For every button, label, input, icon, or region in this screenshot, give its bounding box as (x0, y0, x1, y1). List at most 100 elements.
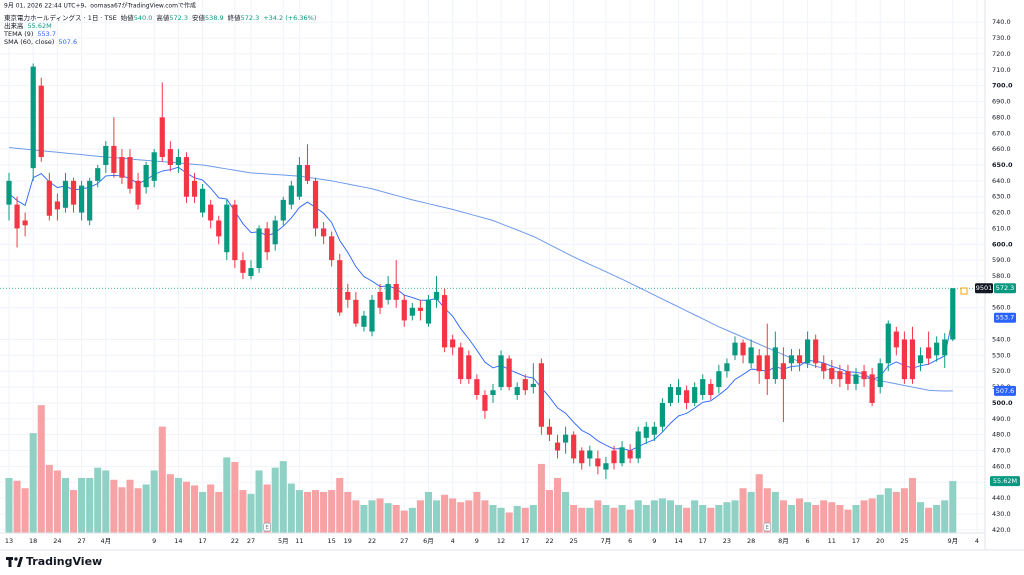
symbol-tag-bg (975, 283, 993, 294)
volume-bar (384, 503, 392, 533)
volume-bar (287, 483, 295, 533)
x-tick-label: 27 (400, 537, 408, 545)
volume-bar (473, 491, 481, 533)
alert-icon[interactable] (960, 287, 968, 295)
y-tick-label: 620.0 (992, 209, 1011, 217)
credit: 9月 01, 2026 22:44 UTC+9、oomasa67がTrading… (4, 2, 196, 10)
candle-body (337, 260, 343, 313)
volume-bar (126, 479, 134, 533)
y-tick-label: 640.0 (992, 177, 1011, 185)
volume-bar (844, 509, 852, 533)
volume-bar (336, 477, 344, 533)
x-tick-label: 24 (53, 537, 61, 545)
x-tick-label: 4 (975, 537, 979, 545)
volume-bar (836, 505, 844, 533)
x-tick-label: 25 (570, 537, 578, 545)
candle-body (450, 339, 456, 348)
volume-bar (771, 491, 779, 533)
volume-bar (925, 507, 933, 533)
volume-bar (376, 498, 384, 533)
candle-body (796, 355, 803, 364)
candle-body (554, 442, 561, 451)
candle-body (216, 220, 222, 237)
volume-bar (884, 488, 892, 533)
y-tick-label: 470.0 (992, 447, 1011, 455)
candle-body (611, 450, 617, 464)
candle-body (603, 463, 609, 470)
candle-body (748, 347, 754, 364)
volume-bar (223, 457, 231, 533)
volume-bar (666, 500, 674, 533)
candle-body (425, 299, 432, 324)
earnings-label: E (265, 525, 269, 531)
candle-body (264, 228, 270, 253)
brand: TradingView (26, 555, 102, 568)
candle-body (329, 236, 335, 261)
brand-logo (6, 557, 23, 567)
candle-body (885, 323, 891, 364)
candle-body (345, 291, 351, 300)
y-tick-label: 700.0 (992, 82, 1013, 90)
volume-bar (166, 474, 174, 533)
volume-bar (707, 507, 715, 533)
sma-line (8, 147, 953, 392)
candle-body (506, 358, 512, 388)
candle-body (409, 307, 415, 316)
volume-bar (586, 507, 594, 533)
candle-body (893, 331, 899, 348)
volume-bar (21, 488, 29, 533)
volume-bar (61, 477, 69, 533)
volume-bar (900, 488, 908, 533)
candle-body (571, 434, 577, 459)
candle-body (619, 447, 625, 464)
candle-body (401, 299, 407, 321)
candle-body (312, 180, 319, 229)
candle-body (926, 347, 932, 359)
candle-body (917, 355, 924, 364)
volume-bar (739, 488, 747, 533)
candle-body (175, 157, 181, 165)
volume-bar (118, 487, 126, 533)
volume-bar (465, 500, 473, 533)
volume-bar (505, 512, 513, 533)
candle-body (845, 371, 851, 384)
candle-body (813, 339, 819, 364)
candle-body (667, 387, 674, 403)
y-tick-label: 460.0 (992, 462, 1011, 470)
x-tick-label: 14 (674, 537, 682, 545)
candle-body (208, 204, 214, 221)
volume-bar (489, 505, 497, 533)
candle-body (288, 185, 294, 205)
candle-body (30, 66, 36, 169)
y-tick-label: 650.0 (992, 161, 1013, 169)
candle-body (119, 157, 125, 178)
x-tick-label: 12 (497, 537, 505, 545)
volume-bar (86, 477, 94, 533)
candle-body (740, 342, 746, 356)
volume-bar (554, 477, 562, 533)
volume-bar (691, 500, 699, 533)
candle-body (716, 371, 722, 388)
candle-body (353, 299, 359, 324)
candle-body (522, 379, 528, 391)
candle-body (530, 383, 536, 388)
volume-bar (521, 507, 529, 533)
y-tick-label: 690.0 (992, 98, 1011, 106)
volume-bar (449, 498, 457, 533)
candle-body (474, 379, 480, 395)
x-tick-label: 27 (247, 537, 255, 545)
y-tick-label: 420.0 (992, 526, 1011, 534)
volume-bar (618, 505, 626, 533)
volume-bar (537, 463, 545, 533)
volume-bar (715, 505, 723, 533)
volume-bar (529, 505, 537, 533)
candle-body (514, 387, 520, 395)
candle-body (490, 390, 496, 395)
volume-bar (908, 477, 916, 533)
header-text: 安値 (192, 13, 206, 22)
header-text: 東京電力ホールディングス · 1日 · TSE (4, 13, 117, 22)
y-tick-label: 530.0 (992, 351, 1011, 359)
candle-body (587, 450, 593, 459)
candle-body (700, 379, 706, 395)
candle-body (6, 180, 12, 205)
